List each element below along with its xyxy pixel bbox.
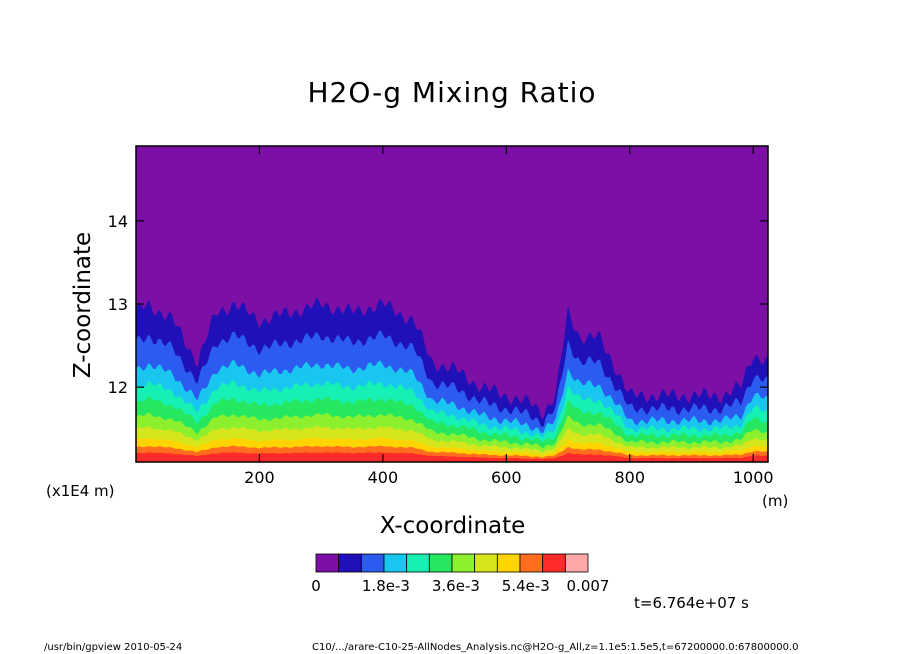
colorbar-tick-label: 3.6e-3: [432, 577, 480, 595]
colorbar-swatch: [542, 553, 566, 573]
colorbar-swatch: [474, 553, 498, 573]
colorbar-tick-label: 5.4e-3: [502, 577, 550, 595]
colorbar-tick-label: 1.8e-3: [362, 577, 410, 595]
colorbar-swatch: [428, 553, 453, 573]
colorbar-swatch: [406, 553, 430, 573]
x-tick-label: 400: [368, 468, 399, 487]
y-axis-label: Z-coordinate: [70, 231, 96, 379]
y-tick-label: 13: [108, 295, 128, 314]
colorbar-swatch: [315, 553, 340, 573]
x-axis-label: X-coordinate: [379, 513, 526, 539]
colorbar-swatch: [360, 553, 385, 573]
colorbar-swatch: [451, 553, 476, 573]
x-unit-label: (m): [762, 492, 789, 510]
colorbar-swatch: [496, 553, 521, 573]
x-tick-label: 200: [244, 468, 275, 487]
colorbar-swatch: [519, 553, 544, 573]
x-tick-label: 800: [614, 468, 645, 487]
y-tick-label: 14: [108, 212, 128, 231]
colorbar-tick-label: 0: [311, 577, 321, 595]
y-scale-label: (x1E4 m): [46, 482, 115, 500]
x-tick-label: 1000: [733, 468, 774, 487]
colorbar-swatch: [338, 553, 362, 573]
colorbar-swatch: [383, 553, 408, 573]
footer-left: /usr/bin/gpview 2010-05-24: [44, 642, 183, 653]
chart-title: H2O-g Mixing Ratio: [307, 76, 597, 109]
footer-right: C10/.../arare-C10-25-AllNodes_Analysis.n…: [312, 642, 799, 653]
colorbar-swatch: [564, 553, 589, 573]
time-annotation: t=6.764e+07 s: [634, 594, 749, 612]
colorbar-tick-label: 0.007: [567, 577, 610, 595]
x-tick-label: 600: [491, 468, 522, 487]
y-tick-label: 12: [108, 378, 128, 397]
contour-band-10: [136, 452, 768, 462]
